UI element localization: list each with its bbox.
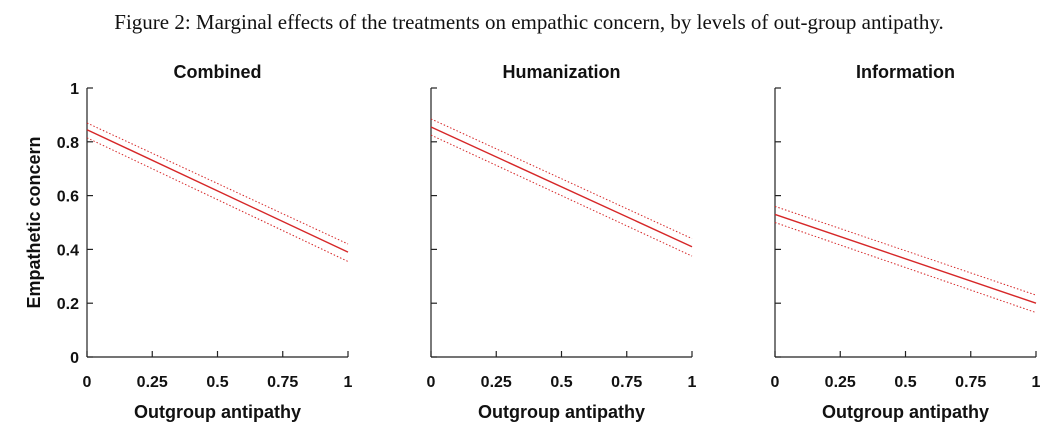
panel-humanization: Humanization 0 0.25 0.5 0.75 1 Outgroup antipa… [427,62,697,422]
x-tick-label: 0.25 [825,374,856,391]
x-axis-label: Outgroup antipathy [134,402,301,422]
y-tick-label: 0.4 [57,242,79,259]
x-tick-label: 0.75 [267,374,298,391]
x-axis-label: Outgroup antipathy [478,402,645,422]
x-tick-label: 1 [344,374,353,391]
panel-title: Humanization [502,62,620,82]
x-axis-label: Outgroup antipathy [822,402,989,422]
x-tick-label: 1 [1032,374,1041,391]
x-tick-label: 0.5 [206,374,228,391]
x-tick-label: 0 [427,374,436,391]
y-tick-label: 0.2 [57,296,79,313]
x-tick-label: 0.5 [550,374,572,391]
x-tick-label: 0.25 [481,374,512,391]
ci-lower-line [430,134,693,257]
ci-upper-line [430,118,693,240]
figure-title: Figure 2: Marginal effects of the treatm… [114,10,944,34]
x-tick-label: 0.75 [611,374,642,391]
ci-lower-line [774,222,1037,314]
y-axis-label: Empathetic concern [24,136,44,308]
ci-lower-line [86,137,349,262]
panel-combined: Combined 0 0.2 0.4 0.6 0.8 1 0 0.25 0.5 0.75 1 Outgr… [24,62,353,422]
y-tick-label: 0.6 [57,189,79,206]
x-tick-label: 0.75 [955,374,986,391]
x-tick-label: 0 [771,374,780,391]
panel-title: Information [856,62,955,82]
y-tick-label: 0.8 [57,135,79,152]
y-tick-label: 0 [70,350,79,367]
x-tick-label: 0 [83,374,92,391]
ci-upper-line [774,205,1037,296]
panel-title: Combined [174,62,262,82]
y-tick-label: 1 [70,81,79,98]
x-tick-label: 0.5 [894,374,916,391]
x-tick-label: 0.25 [137,374,168,391]
estimate-line [430,126,693,248]
x-tick-label: 1 [688,374,697,391]
estimate-line [86,129,349,253]
estimate-line [774,213,1037,304]
ci-upper-line [86,122,349,245]
panel-information: Information 0 0.25 0.5 0.75 1 Outgroup antipat… [771,62,1041,422]
